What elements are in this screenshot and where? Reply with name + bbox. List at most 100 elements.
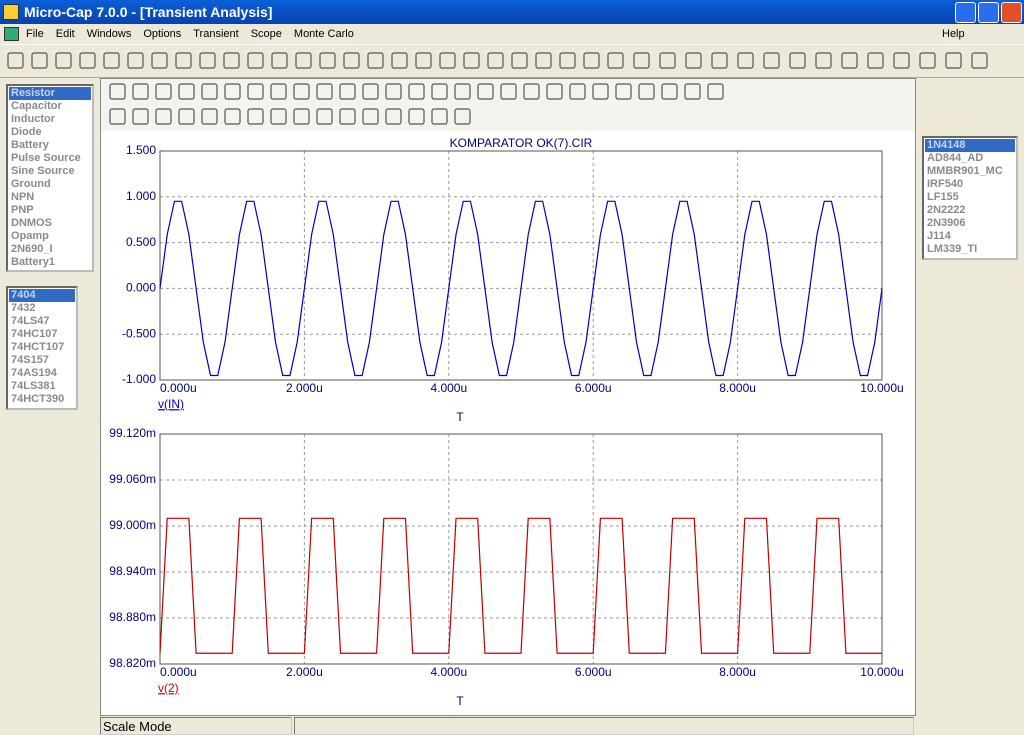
toolbar-button[interactable] <box>201 83 218 100</box>
toolbar-button[interactable] <box>155 108 172 125</box>
list-item[interactable]: J114 <box>927 230 951 242</box>
menu-item[interactable]: Options <box>143 28 182 40</box>
toolbar-button[interactable] <box>319 52 336 69</box>
list-item[interactable]: AD844_AD <box>927 152 984 164</box>
toolbar-button[interactable] <box>55 52 72 69</box>
list-item[interactable]: 2N3906 <box>927 217 966 229</box>
toolbar-button[interactable] <box>685 52 702 69</box>
toolbar-button[interactable] <box>711 52 728 69</box>
toolbar-button[interactable] <box>737 52 754 69</box>
menu-item[interactable]: Scope <box>250 28 282 40</box>
toolbar-button[interactable] <box>583 52 600 69</box>
toolbar-button[interactable] <box>454 108 471 125</box>
toolbar-button[interactable] <box>841 52 858 69</box>
toolbar-button[interactable] <box>789 52 806 69</box>
list-item[interactable]: 74HC107 <box>11 328 58 340</box>
toolbar-button[interactable] <box>295 52 312 69</box>
toolbar-button[interactable] <box>316 83 333 100</box>
list-item[interactable]: 74HCT107 <box>11 341 65 353</box>
toolbar-button[interactable] <box>155 83 172 100</box>
toolbar-button[interactable] <box>971 52 988 69</box>
list-item[interactable]: 74HCT390 <box>11 393 65 405</box>
list-item[interactable]: 7432 <box>11 302 36 314</box>
list-item[interactable]: Resistor <box>9 87 91 100</box>
list-item[interactable]: DNMOS <box>11 217 52 229</box>
close-button[interactable] <box>1001 2 1022 23</box>
toolbar-button[interactable] <box>247 83 264 100</box>
toolbar-button[interactable] <box>178 83 195 100</box>
menu-item[interactable]: Transient <box>193 28 239 40</box>
toolbar-button[interactable] <box>391 52 408 69</box>
toolbar-button[interactable] <box>569 83 586 100</box>
toolbar-button[interactable] <box>592 83 609 100</box>
toolbar-button[interactable] <box>707 83 724 100</box>
list-item[interactable]: NPN <box>11 191 35 203</box>
toolbar-button[interactable] <box>867 52 884 69</box>
toolbar-button[interactable] <box>362 83 379 100</box>
toolbar-button[interactable] <box>763 52 780 69</box>
toolbar-button[interactable] <box>109 108 126 125</box>
toolbar-button[interactable] <box>175 52 192 69</box>
menu-item[interactable]: File <box>26 28 44 40</box>
toolbar-button[interactable] <box>247 52 264 69</box>
toolbar-button[interactable] <box>223 52 240 69</box>
list-item[interactable]: Diode <box>11 126 42 138</box>
toolbar-button[interactable] <box>661 83 678 100</box>
toolbar-button[interactable] <box>633 52 650 69</box>
toolbar-button[interactable] <box>893 52 910 69</box>
toolbar-button[interactable] <box>178 108 195 125</box>
toolbar-button[interactable] <box>270 83 287 100</box>
toolbar-button[interactable] <box>463 52 480 69</box>
toolbar-button[interactable] <box>316 108 333 125</box>
list-item[interactable]: LM339_TI <box>927 243 978 255</box>
toolbar-button[interactable] <box>487 52 504 69</box>
restore-button[interactable] <box>978 2 999 23</box>
list-item[interactable]: 74S157 <box>11 354 49 366</box>
list-item[interactable]: 1N4148 <box>925 139 1015 152</box>
legend-entry[interactable]: v(2) <box>158 681 179 695</box>
toolbar-button[interactable] <box>945 52 962 69</box>
toolbar-button[interactable] <box>454 83 471 100</box>
list-item[interactable]: Capacitor <box>11 100 62 112</box>
list-item[interactable]: 74LS47 <box>11 315 50 327</box>
list-item[interactable]: IRF540 <box>927 178 964 190</box>
list-item[interactable]: LF155 <box>927 191 959 203</box>
toolbar-button[interactable] <box>385 83 402 100</box>
toolbar-button[interactable] <box>224 83 241 100</box>
list-item[interactable]: Sine Source <box>11 165 75 177</box>
toolbar-button[interactable] <box>615 83 632 100</box>
list-item[interactable]: 7404 <box>9 289 75 302</box>
toolbar-button[interactable] <box>293 83 310 100</box>
list-item[interactable]: Opamp <box>11 230 49 242</box>
list-item[interactable]: 2N690_I <box>11 243 53 255</box>
toolbar-button[interactable] <box>607 52 624 69</box>
toolbar-button[interactable] <box>408 83 425 100</box>
toolbar-button[interactable] <box>270 108 287 125</box>
toolbar-button[interactable] <box>559 52 576 69</box>
toolbar-button[interactable] <box>109 83 126 100</box>
menu-item[interactable]: Windows <box>86 28 132 40</box>
toolbar-button[interactable] <box>224 108 241 125</box>
toolbar-button[interactable] <box>151 52 168 69</box>
toolbar-button[interactable] <box>199 52 216 69</box>
toolbar-button[interactable] <box>919 52 936 69</box>
toolbar-button[interactable] <box>684 83 701 100</box>
toolbar-button[interactable] <box>638 83 655 100</box>
toolbar-button[interactable] <box>293 108 310 125</box>
list-item[interactable]: 74AS194 <box>11 367 57 379</box>
minimize-button[interactable] <box>955 2 976 23</box>
legend-entry[interactable]: v(IN) <box>158 397 184 411</box>
list-item[interactable]: 2N2222 <box>927 204 966 216</box>
list-item[interactable]: MMBR901_MC <box>927 165 1003 177</box>
menu-item[interactable]: Edit <box>55 28 75 40</box>
toolbar-button[interactable] <box>659 52 676 69</box>
toolbar-button[interactable] <box>339 108 356 125</box>
toolbar-button[interactable] <box>31 52 48 69</box>
list-item[interactable]: 74LS381 <box>11 380 56 392</box>
toolbar-button[interactable] <box>343 52 360 69</box>
toolbar-button[interactable] <box>132 108 149 125</box>
toolbar-button[interactable] <box>535 52 552 69</box>
menu-item[interactable]: Help <box>942 28 965 40</box>
list-item[interactable]: Inductor <box>11 113 55 125</box>
toolbar-button[interactable] <box>201 108 218 125</box>
